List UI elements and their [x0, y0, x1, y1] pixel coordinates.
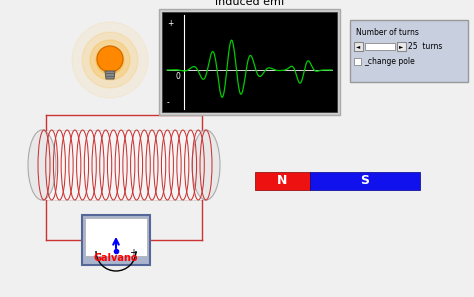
- Text: S: S: [361, 175, 370, 187]
- Text: induced emf: induced emf: [215, 0, 284, 7]
- Text: Number of turns: Number of turns: [356, 28, 419, 37]
- Circle shape: [72, 22, 148, 98]
- FancyBboxPatch shape: [310, 172, 420, 190]
- FancyBboxPatch shape: [82, 215, 150, 265]
- Text: 25  turns: 25 turns: [408, 42, 442, 51]
- FancyBboxPatch shape: [255, 172, 310, 190]
- Text: 0: 0: [176, 72, 181, 81]
- FancyBboxPatch shape: [397, 42, 406, 51]
- Circle shape: [96, 46, 124, 74]
- FancyBboxPatch shape: [365, 43, 395, 50]
- Ellipse shape: [192, 130, 220, 200]
- FancyBboxPatch shape: [42, 130, 206, 200]
- FancyBboxPatch shape: [354, 58, 361, 65]
- Text: +: +: [129, 248, 137, 258]
- Text: +: +: [167, 19, 173, 28]
- FancyBboxPatch shape: [162, 12, 337, 112]
- Text: -: -: [167, 98, 170, 107]
- FancyBboxPatch shape: [354, 42, 363, 51]
- FancyBboxPatch shape: [159, 9, 340, 115]
- Circle shape: [90, 40, 130, 80]
- FancyBboxPatch shape: [85, 218, 147, 256]
- Text: ►: ►: [400, 44, 404, 49]
- Text: N: N: [277, 175, 288, 187]
- Text: _change pole: _change pole: [364, 57, 415, 66]
- Circle shape: [97, 46, 123, 72]
- Polygon shape: [105, 71, 115, 79]
- Circle shape: [82, 32, 138, 88]
- Text: ◄: ◄: [356, 44, 361, 49]
- Text: -: -: [97, 248, 101, 258]
- Text: Galvano: Galvano: [94, 253, 138, 263]
- FancyBboxPatch shape: [350, 20, 468, 82]
- Ellipse shape: [28, 130, 56, 200]
